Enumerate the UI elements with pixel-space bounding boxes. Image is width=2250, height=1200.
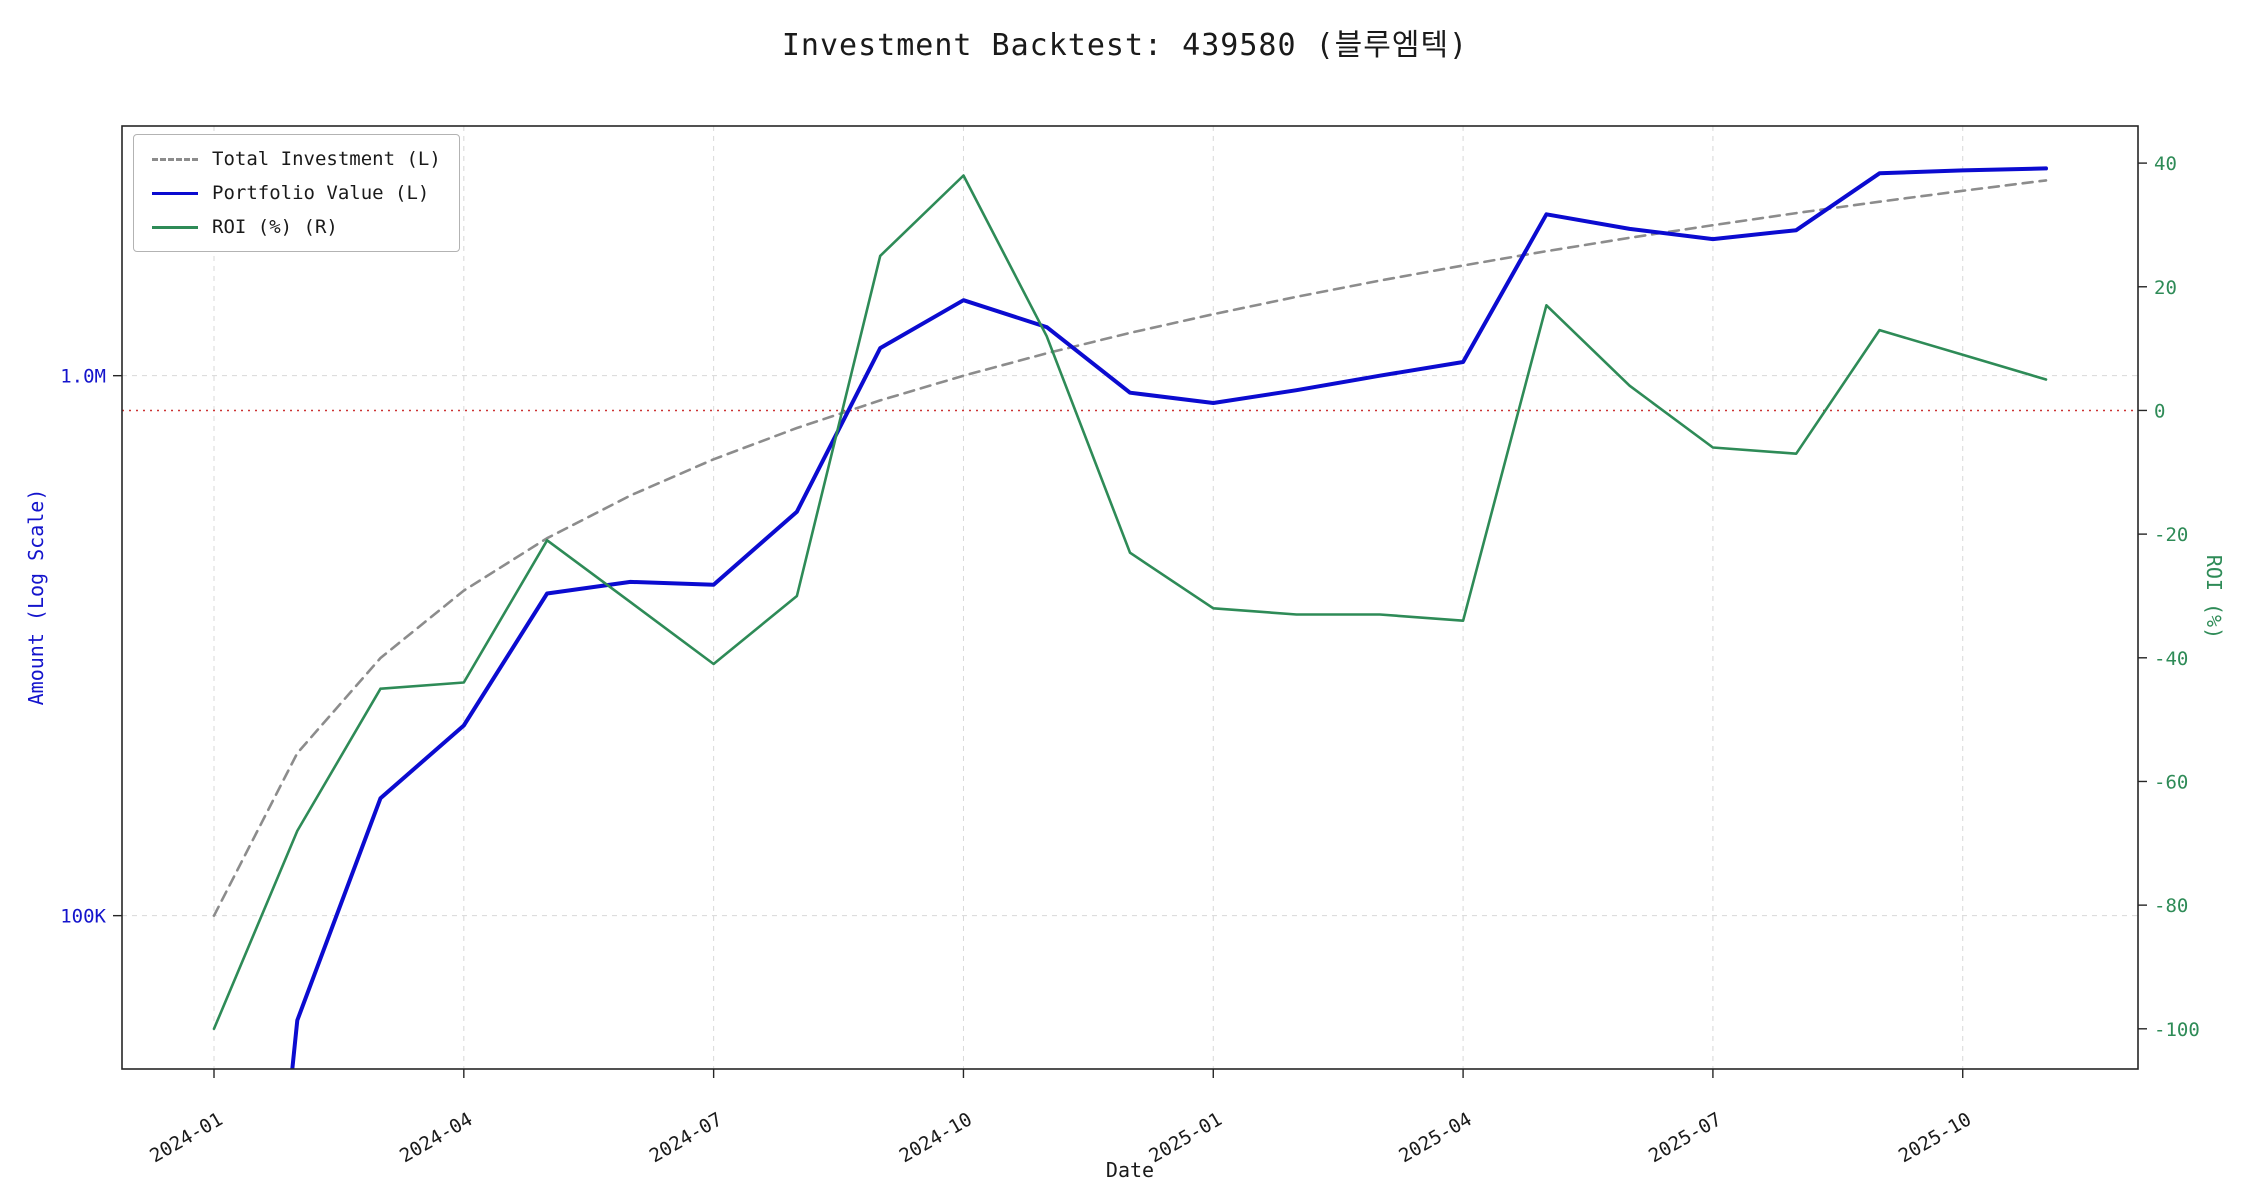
y-tick-label-right: -80 (2154, 895, 2188, 917)
legend-label: Total Investment (L) (212, 148, 441, 170)
legend-line-sample-roi (152, 225, 198, 229)
series-line-0 (212, 179, 2048, 917)
x-tick-label: 2024-04 (396, 1108, 476, 1167)
x-axis-label: Date (1105, 1158, 1155, 1182)
legend-entry-total-investment: Total Investment (L) (152, 147, 441, 171)
y-tick-label-right: 0 (2154, 400, 2165, 422)
legend: Total Investment (L) Portfolio Value (L)… (133, 134, 460, 252)
gridlines (122, 126, 2138, 1069)
legend-line-sample-portfolio-value (152, 191, 198, 195)
plot-frame (121, 125, 2139, 1070)
x-tick-label: 2024-10 (896, 1108, 976, 1167)
legend-entry-roi: ROI (%) (R) (152, 215, 441, 239)
x-tick-label: 2025-01 (1145, 1108, 1225, 1167)
legend-label: Portfolio Value (L) (212, 182, 430, 204)
y-tick-label-left: 1.0M (60, 366, 106, 388)
x-tick-label: 2025-10 (1895, 1108, 1975, 1167)
legend-line-sample-total-investment (152, 157, 198, 161)
y-tick-label-right: -40 (2154, 648, 2188, 670)
y-tick-label-right: -60 (2154, 771, 2188, 793)
chart-title: Investment Backtest: 439580 (블루엠텍) (781, 28, 1469, 63)
x-tick-label: 2024-07 (646, 1108, 726, 1167)
x-tick-label: 2024-01 (146, 1108, 226, 1167)
ticks: 2024-01 2024-04 2024-07 2024-10 2025-01 2025-… (60, 153, 2200, 1167)
y-tick-label-right: -100 (2154, 1019, 2200, 1041)
y-tick-label-right: 20 (2154, 277, 2177, 299)
series-group (212, 166, 2048, 1069)
y-axis-label-left: Amount (Log Scale) (24, 488, 48, 706)
y-axis-label-right: ROI (%) (2202, 554, 2226, 640)
series-line-2 (212, 174, 2048, 1031)
y-tick-label-right: -20 (2154, 524, 2188, 546)
x-tick-label: 2025-07 (1645, 1108, 1725, 1167)
legend-entry-portfolio-value: Portfolio Value (L) (152, 181, 441, 205)
x-tick-label: 2025-04 (1395, 1108, 1475, 1167)
legend-label: ROI (%) (R) (212, 216, 338, 238)
y-tick-label-left: 100K (60, 906, 106, 928)
series-line-1 (290, 166, 2048, 1069)
y-tick-label-right: 40 (2154, 153, 2177, 175)
